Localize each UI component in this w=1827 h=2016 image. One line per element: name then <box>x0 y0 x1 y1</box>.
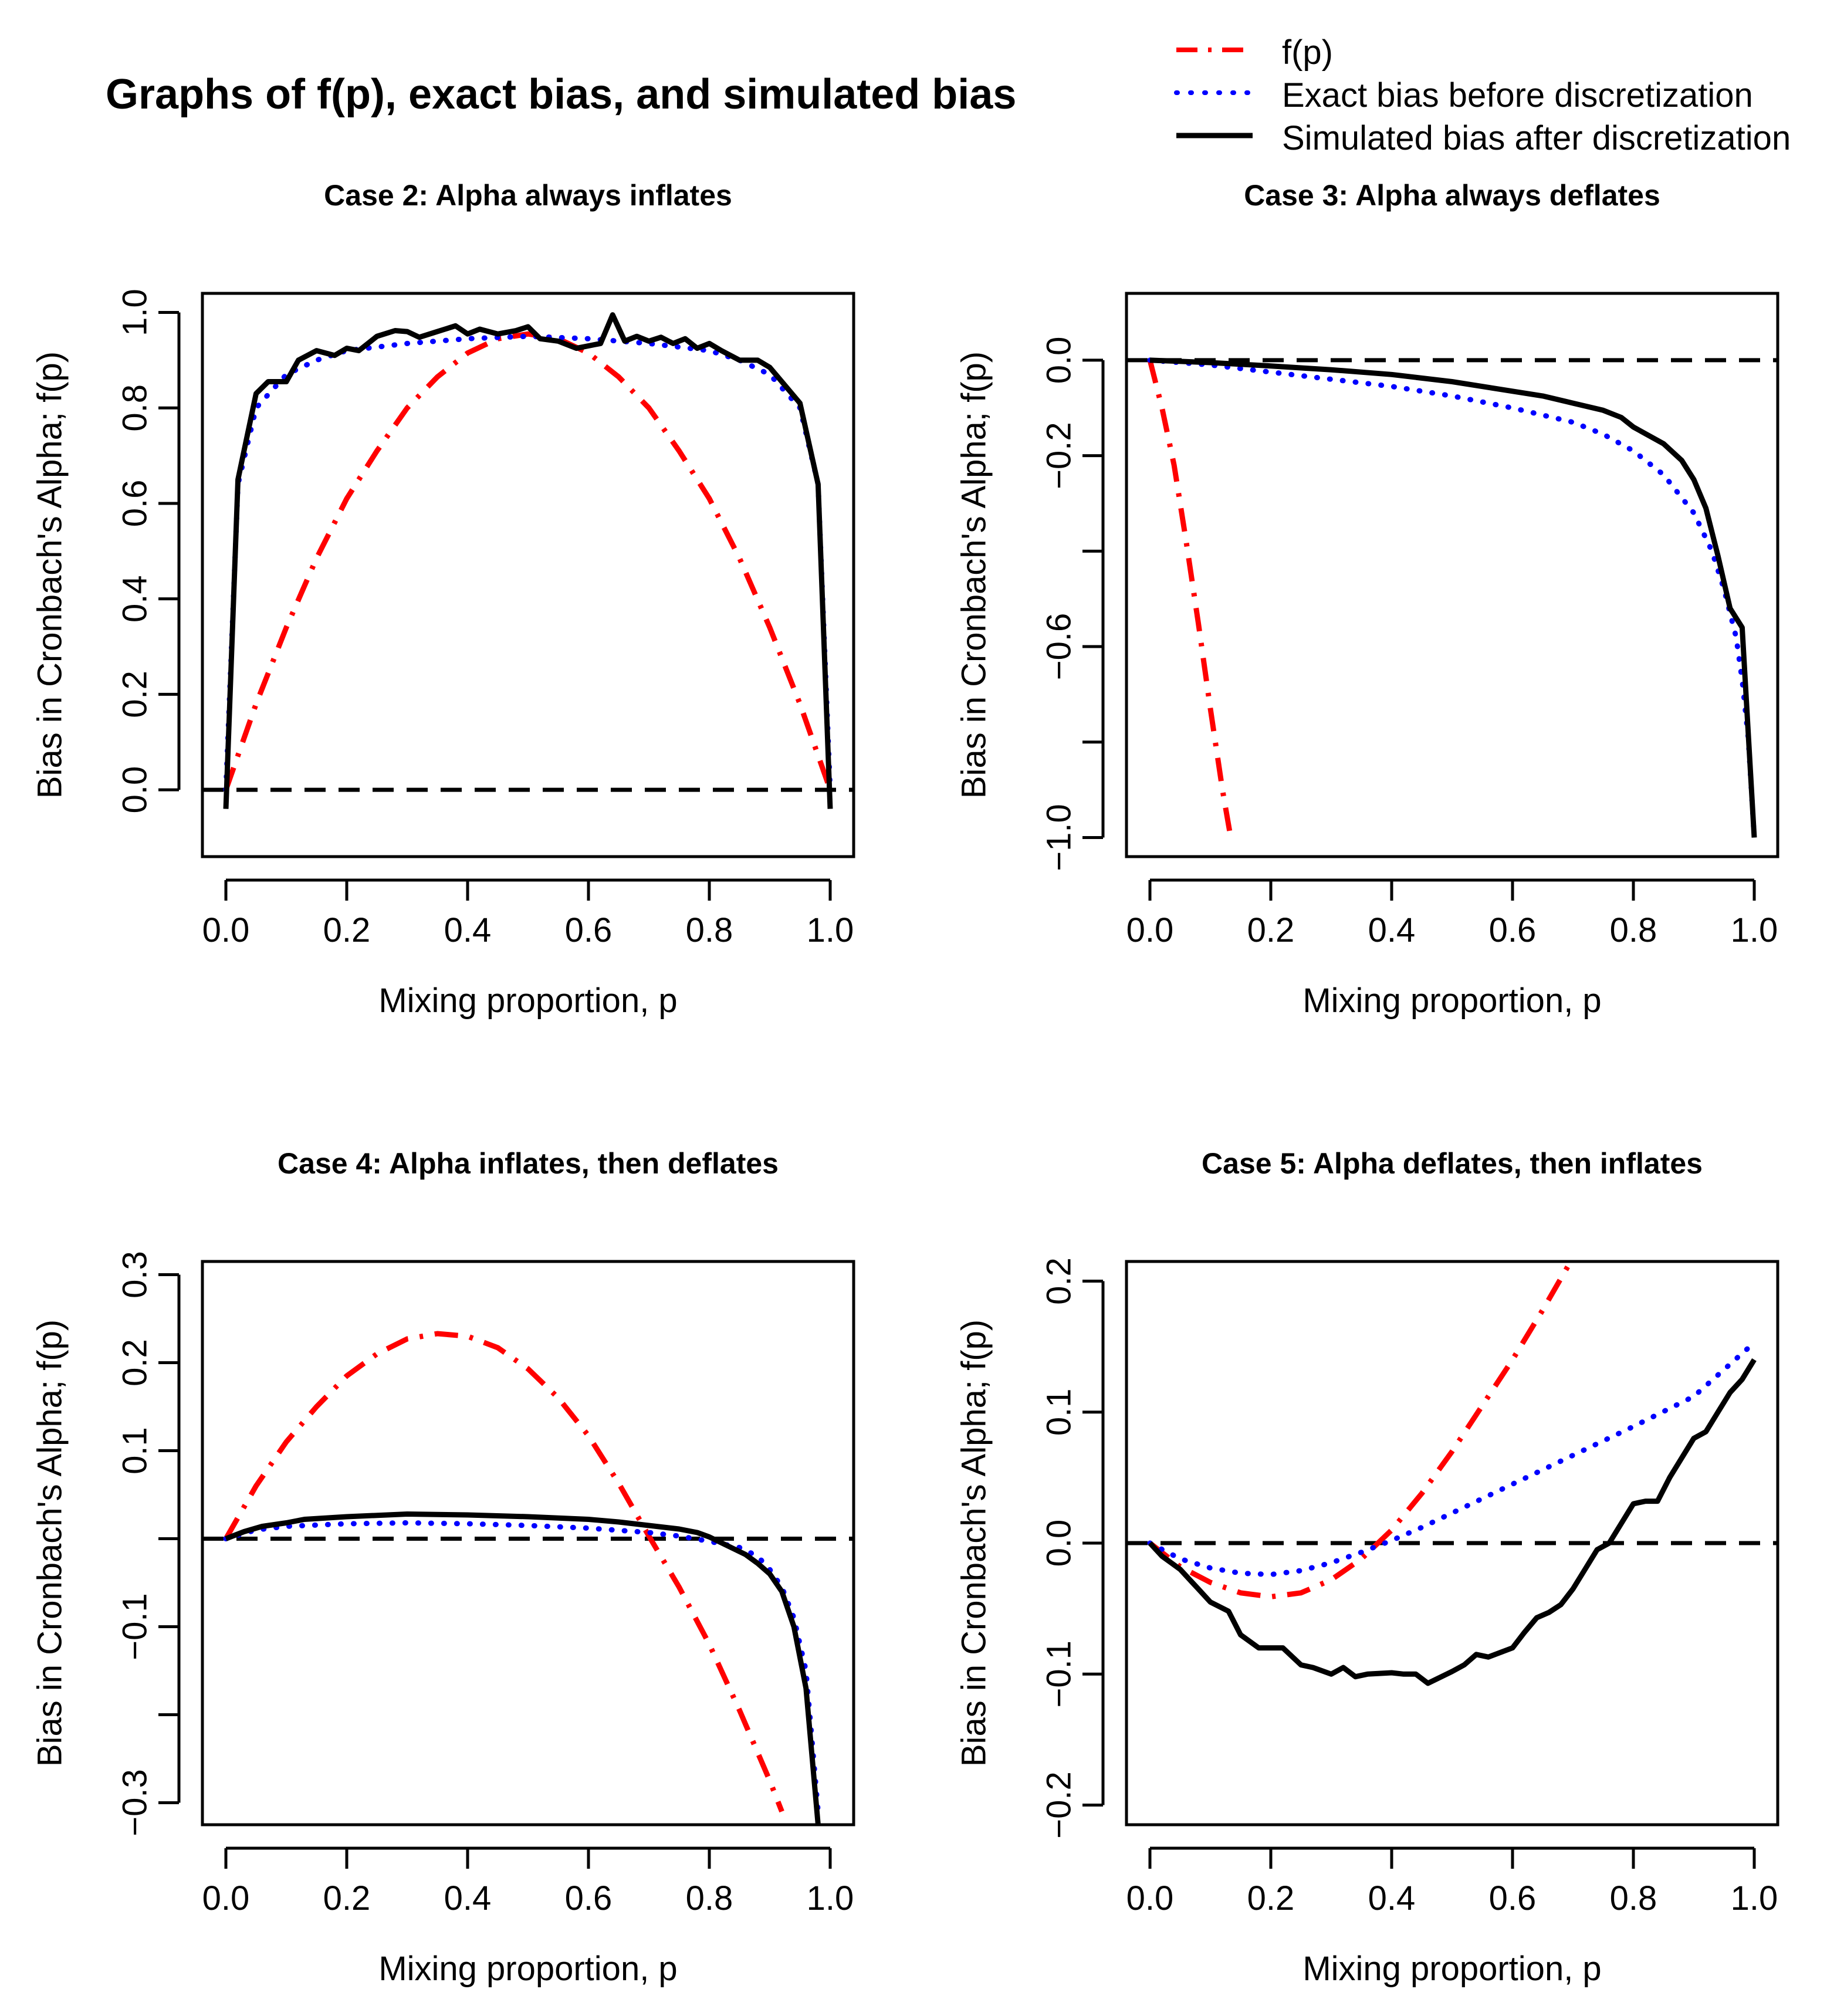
y-tick-label: 0.2 <box>116 671 154 718</box>
x-tick-label: 0.2 <box>1247 911 1295 949</box>
plot-frame <box>201 292 855 858</box>
series-simulated-bias <box>223 312 833 809</box>
panel-title: Case 3: Alpha always deflates <box>1244 179 1660 212</box>
x-tick-label: 1.0 <box>1731 1879 1778 1917</box>
series-exact-bias <box>1147 357 1757 840</box>
panel-1: Case 2: Alpha always inflates 0.0 0.2 0.4 0.… <box>31 179 855 1020</box>
y-axis-label: Bias in Cronbach's Alpha; f(p) <box>955 1320 993 1767</box>
x-tick-label: 0.6 <box>1489 911 1537 949</box>
series-fp <box>1147 359 1234 843</box>
plot-frame <box>201 1260 855 1826</box>
legend-item-simulated-bias: Simulated bias after discretization <box>1170 115 1827 157</box>
y-axis-label: Bias in Cronbach's Alpha; f(p) <box>31 351 69 799</box>
main-title: Graphs of f(p), exact bias, and simulate… <box>106 71 1017 118</box>
legend-label-simulated-bias: Simulated bias after discretization <box>1282 119 1791 157</box>
legend: f(p) Exact bias before discretization Si… <box>1170 29 1827 164</box>
y-tick-label: −0.1 <box>1040 1640 1078 1708</box>
series-exact-bias <box>223 1520 821 1814</box>
y-axis-label: Bias in Cronbach's Alpha; f(p) <box>955 351 993 799</box>
x-tick-label: 0.8 <box>686 911 733 949</box>
x-tick-label: 0.8 <box>686 1879 733 1917</box>
y-tick-label: 0.1 <box>1040 1388 1078 1436</box>
x-tick-label: 0.4 <box>444 1879 492 1917</box>
panel-3: Case 4: Alpha inflates, then deflates 0.0… <box>31 1147 855 1988</box>
y-tick-label: 0.3 <box>116 1251 154 1298</box>
x-axis-label: Mixing proportion, p <box>1302 1950 1601 1988</box>
y-tick-label: 0.2 <box>116 1339 154 1386</box>
legend-label-fp: f(p) <box>1282 33 1333 72</box>
panel-title: Case 2: Alpha always inflates <box>324 179 732 212</box>
y-axis-label: Bias in Cronbach's Alpha; f(p) <box>31 1320 69 1767</box>
x-tick-label: 0.4 <box>1368 1879 1416 1917</box>
y-tick-label: 0.0 <box>1040 337 1078 384</box>
x-tick-label: 0.2 <box>323 1879 371 1917</box>
series-fp <box>223 331 833 791</box>
x-tick-label: 1.0 <box>807 911 854 949</box>
panel-4: Case 5: Alpha deflates, then inflates 0.0… <box>955 1147 1779 1988</box>
series-fp <box>1148 1261 1574 1599</box>
series-exact-bias <box>1147 1340 1757 1578</box>
y-tick-label: 0.6 <box>116 480 154 527</box>
legend-swatch-simulated-bias <box>1176 133 1253 138</box>
plot-frame <box>1125 292 1779 858</box>
legend-item-fp: f(p) <box>1170 29 1827 72</box>
x-tick-label: 1.0 <box>807 1879 854 1917</box>
y-tick-label: −0.3 <box>116 1769 154 1836</box>
x-axis-label: Mixing proportion, p <box>1302 982 1601 1020</box>
legend-item-exact-bias: Exact bias before discretization <box>1170 72 1827 114</box>
y-tick-label: 0.8 <box>116 384 154 432</box>
x-tick-label: 0.0 <box>1126 911 1174 949</box>
panel-2: Case 3: Alpha always deflates 0.0 0.2 0.4 0.… <box>955 179 1779 1020</box>
series-simulated-bias <box>1149 357 1757 838</box>
y-tick-label: 0.1 <box>116 1427 154 1474</box>
y-tick-label: −0.1 <box>116 1593 154 1660</box>
legend-swatch-fp <box>1176 48 1253 52</box>
y-tick-label: −1.0 <box>1040 804 1078 871</box>
y-tick-label: 0.4 <box>116 575 154 623</box>
x-tick-label: 0.0 <box>202 911 250 949</box>
x-tick-label: 0.2 <box>1247 1879 1295 1917</box>
panel-title: Case 5: Alpha deflates, then inflates <box>1202 1147 1703 1180</box>
y-tick-label: −0.6 <box>1040 613 1078 681</box>
y-tick-label: 0.0 <box>116 766 154 814</box>
series-exact-bias <box>223 333 833 793</box>
panel-title: Case 4: Alpha inflates, then deflates <box>278 1147 779 1180</box>
y-tick-label: 0.2 <box>1040 1257 1078 1305</box>
plot-frame <box>1125 1260 1779 1826</box>
x-tick-label: 0.6 <box>565 1879 613 1917</box>
x-tick-label: 1.0 <box>1731 911 1778 949</box>
y-tick-label: −0.2 <box>1040 422 1078 489</box>
x-tick-label: 0.8 <box>1610 911 1657 949</box>
y-tick-label: 1.0 <box>116 289 154 336</box>
x-axis-label: Mixing proportion, p <box>378 982 677 1020</box>
x-tick-label: 0.0 <box>1126 1879 1174 1917</box>
series-simulated-bias <box>1148 1358 1757 1686</box>
x-tick-label: 0.4 <box>444 911 492 949</box>
x-tick-label: 0.6 <box>565 911 613 949</box>
x-tick-label: 0.6 <box>1489 1879 1537 1917</box>
legend-swatch-exact-bias <box>1174 90 1255 95</box>
y-tick-label: −0.2 <box>1040 1771 1078 1839</box>
series-fp <box>224 1331 784 1813</box>
x-tick-label: 0.2 <box>323 911 371 949</box>
legend-label-exact-bias: Exact bias before discretization <box>1282 76 1753 114</box>
x-axis-label: Mixing proportion, p <box>378 1950 677 1988</box>
y-tick-label: 0.0 <box>1040 1520 1078 1567</box>
series-simulated-bias <box>225 1511 821 1825</box>
x-tick-label: 0.8 <box>1610 1879 1657 1917</box>
x-tick-label: 0.4 <box>1368 911 1416 949</box>
x-tick-label: 0.0 <box>202 1879 250 1917</box>
